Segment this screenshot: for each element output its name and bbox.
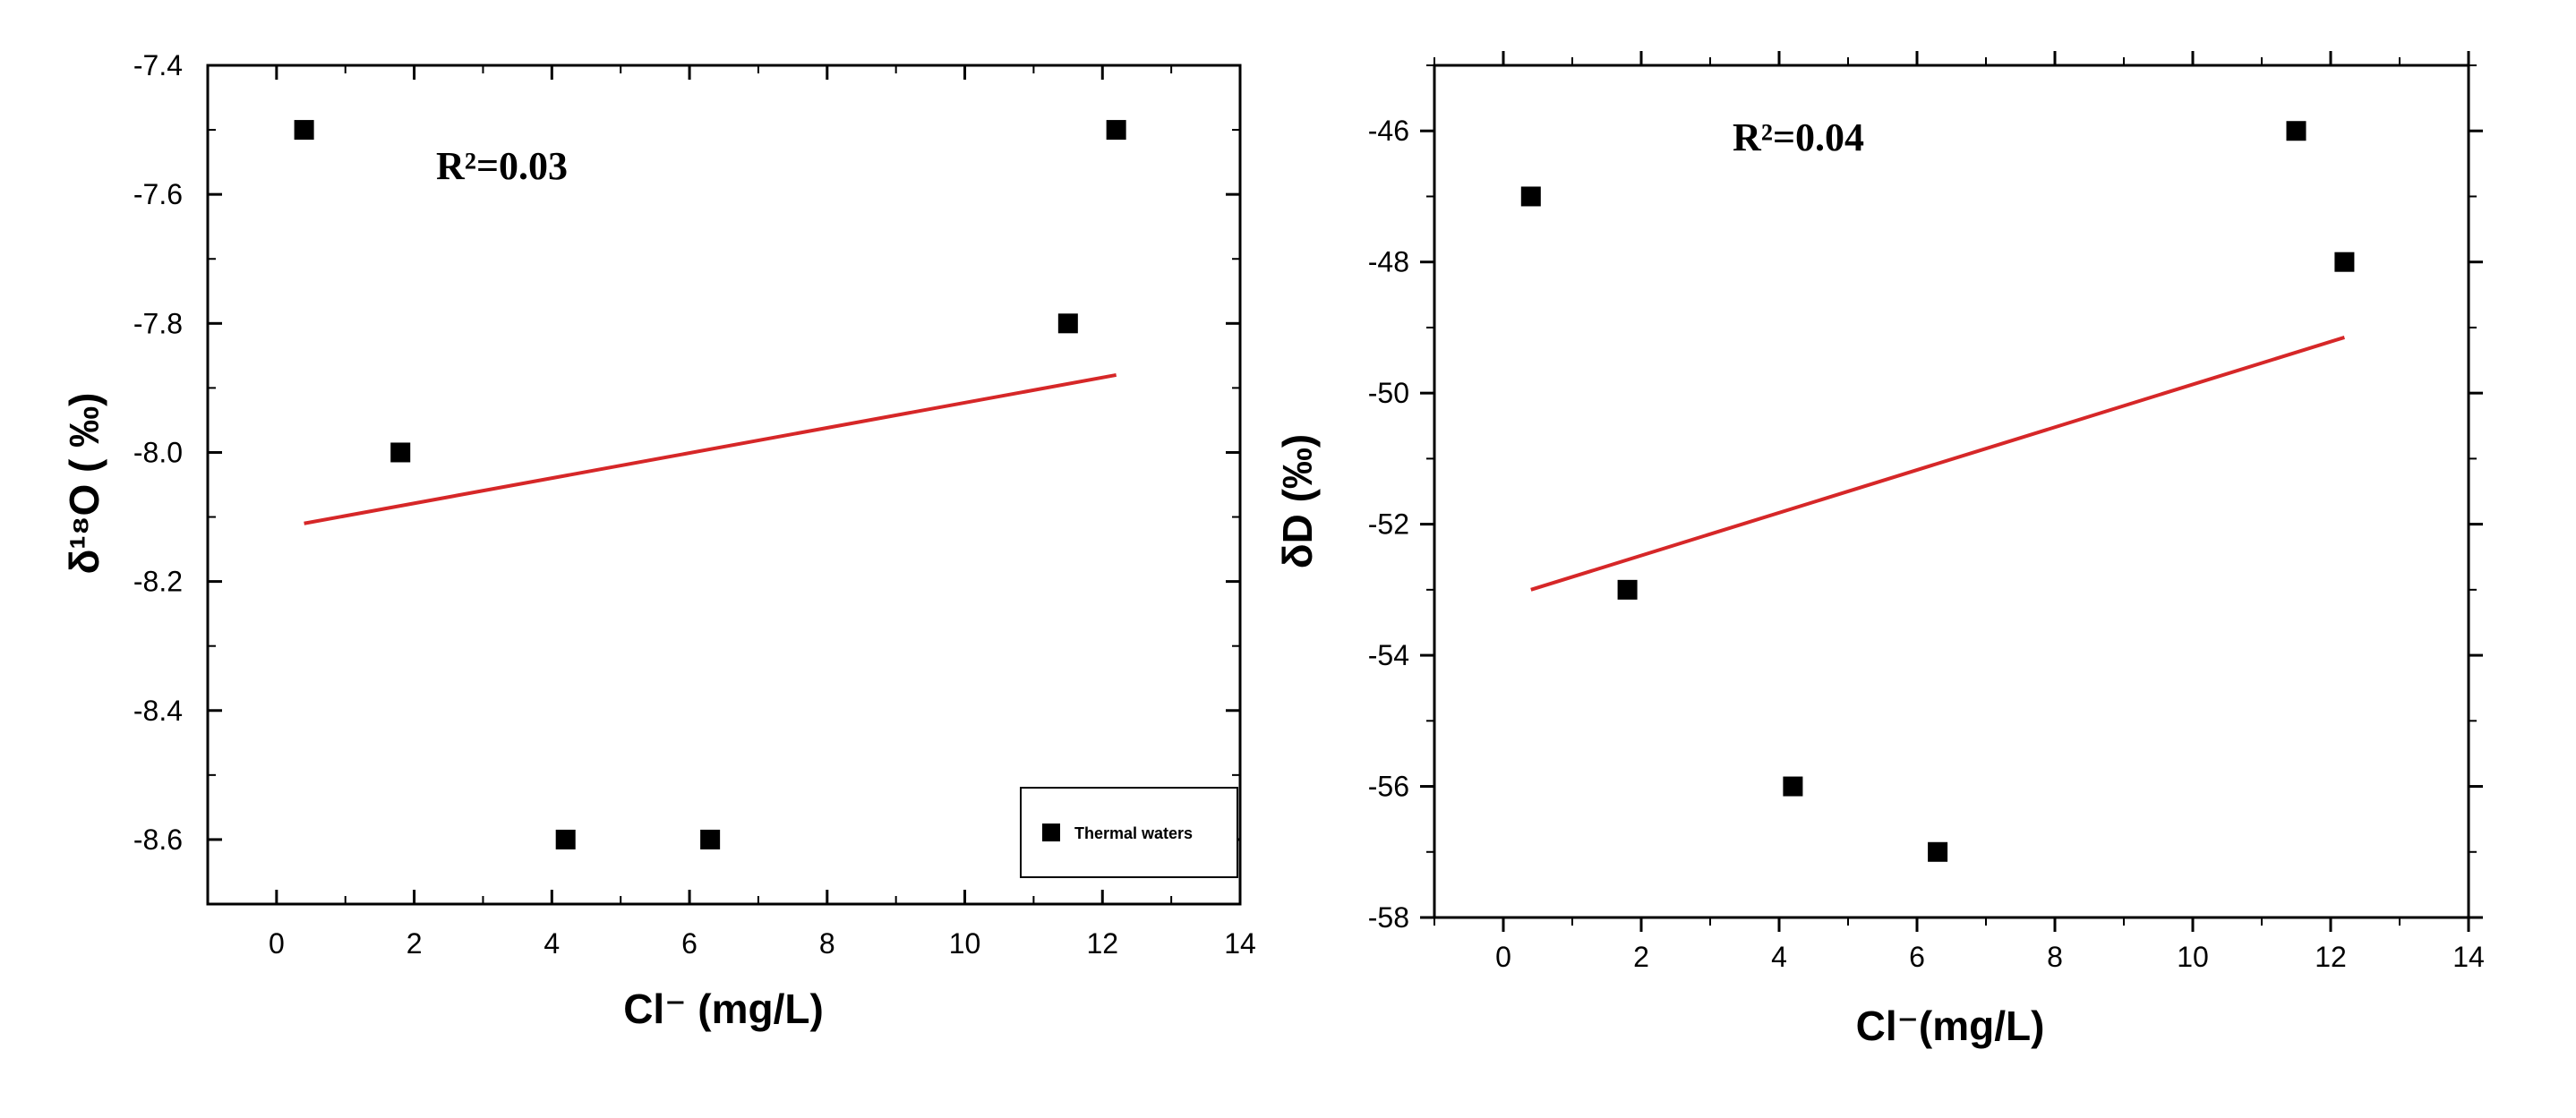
chart-delta-18o-vs-chloride: 0 2 4 6 8 10 12 14 -8.6 -8.4 -8.2 -8.0 -7.8 -7.6 -7.4 C… [61, 49, 1256, 1032]
y-tick-label: -54 [1368, 639, 1409, 671]
y-axis-label: δD (‰) [1274, 434, 1321, 569]
x-tick-label: 12 [2315, 941, 2347, 973]
x-tick-label: 14 [1224, 927, 1256, 960]
data-point [555, 829, 576, 849]
r-squared-annotation: R²=0.04 [1733, 115, 1864, 159]
y-tick-label: -56 [1368, 771, 1409, 803]
y-tick-label: -7.8 [133, 307, 183, 339]
y-tick-label: -48 [1368, 246, 1409, 278]
r-squared-annotation: R²=0.03 [436, 144, 568, 188]
x-axis-label: Cl⁻ (mg/L) [623, 986, 824, 1032]
data-point [1106, 120, 1126, 141]
regression-line [304, 373, 1117, 525]
data-point [1520, 186, 1541, 207]
data-point [1783, 776, 1803, 797]
y-tick-label: -8.4 [133, 695, 183, 727]
x-tick-label: 2 [407, 927, 423, 960]
data-point [390, 442, 411, 463]
x-axis-label: Cl⁻(mg/L) [1856, 1003, 2045, 1049]
x-tick-label: 8 [819, 927, 835, 960]
chart-delta-d-vs-chloride: 0 2 4 6 8 10 12 14 -58 -56 -54 -52 -50 -48 -46 Cl⁻(mg/L… [1274, 51, 2485, 1049]
plot-frame [206, 64, 1242, 906]
y-tick-label: -8.6 [133, 824, 183, 856]
x-tick-label: 10 [2177, 941, 2209, 973]
x-tick-label: 0 [269, 927, 285, 960]
x-tick-label: 6 [681, 927, 697, 960]
data-point [1057, 313, 1078, 334]
y-tick-label: -7.6 [133, 178, 183, 210]
x-tick-label: 10 [949, 927, 981, 960]
legend-marker [1042, 824, 1060, 841]
y-tick-label: -58 [1368, 901, 1409, 934]
x-tick-label: 8 [2047, 941, 2063, 973]
y-tick-label: -50 [1368, 377, 1409, 409]
x-tick-label: 12 [1086, 927, 1118, 960]
x-tick-label: 4 [543, 927, 560, 960]
y-tick-label: -7.4 [133, 49, 183, 81]
x-tick-label: 2 [1633, 941, 1649, 973]
x-tick-label: 4 [1771, 941, 1787, 973]
legend-label: Thermal waters [1074, 824, 1193, 842]
plot-frame [1433, 64, 2470, 919]
regression-line [1530, 335, 2345, 592]
y-tick-label: -52 [1368, 508, 1409, 541]
y-tick-label: -8.0 [133, 436, 183, 468]
data-point [294, 120, 314, 141]
data-point [2334, 252, 2355, 272]
data-point [2286, 121, 2306, 141]
y-tick-label: -8.2 [133, 566, 183, 598]
x-tick-label: 14 [2452, 941, 2485, 973]
y-tick-label: -46 [1368, 115, 1409, 147]
x-tick-label: 6 [1909, 941, 1925, 973]
data-point [1617, 579, 1638, 600]
y-axis-label: δ¹⁸O ( ‰) [61, 393, 107, 575]
x-tick-label: 0 [1495, 941, 1511, 973]
data-point [1928, 841, 1948, 862]
data-point [700, 829, 721, 849]
